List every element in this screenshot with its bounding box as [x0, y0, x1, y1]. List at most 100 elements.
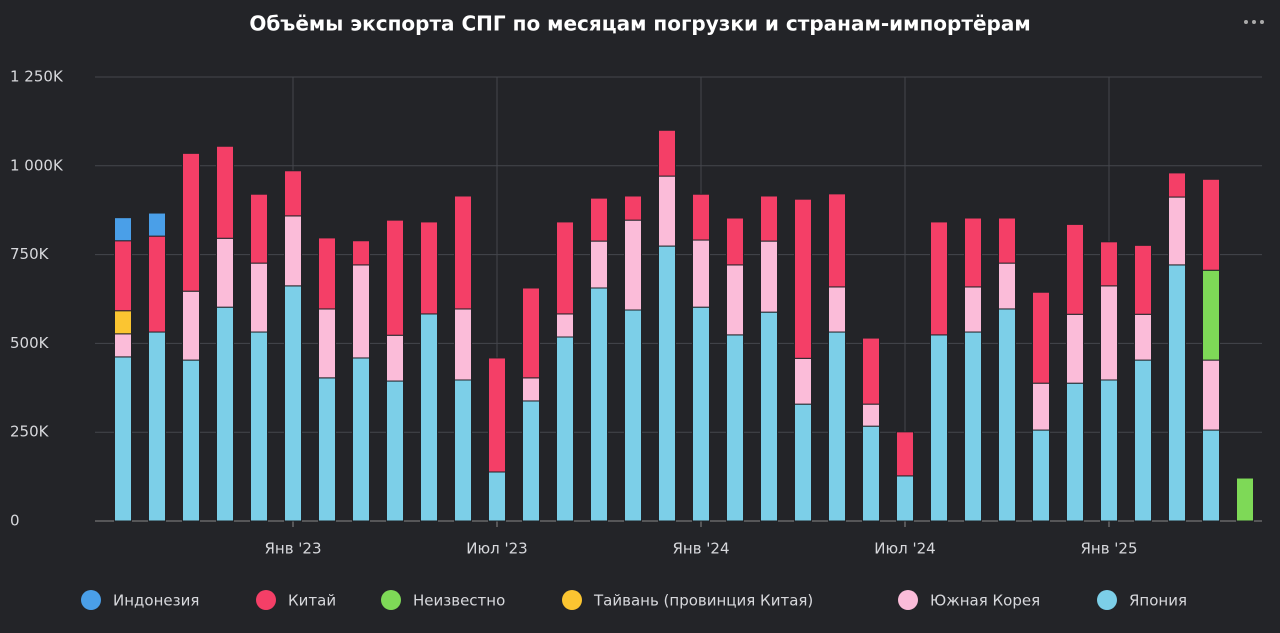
x-tick-label: Июл '24 — [874, 540, 935, 558]
bar-segment — [1066, 382, 1084, 522]
bar-segment — [658, 245, 676, 522]
bar-segment — [1236, 477, 1254, 522]
bar-segment — [1202, 429, 1220, 522]
bar-segment — [420, 221, 438, 315]
legend-swatch — [562, 590, 582, 610]
bar-segment — [624, 309, 642, 522]
bar-segment — [794, 357, 812, 405]
bar-segment — [488, 357, 506, 473]
bar-segment — [726, 264, 744, 336]
bar-segment — [318, 377, 336, 522]
bar-segment — [828, 193, 846, 288]
bar-segment — [998, 308, 1016, 522]
bar-segment — [386, 219, 404, 336]
bar-segment — [896, 475, 914, 522]
bar-segment — [590, 197, 608, 242]
bar-segment — [556, 336, 574, 522]
bar-segment — [114, 356, 132, 522]
bar-segment — [930, 221, 948, 336]
bar-segment — [692, 306, 710, 522]
bar-segment — [522, 377, 540, 402]
bar-segment — [318, 308, 336, 379]
bar-segment — [216, 145, 234, 239]
bar-segment — [964, 286, 982, 333]
bar-segment — [352, 357, 370, 522]
bar-segment — [386, 380, 404, 522]
bar-segment — [692, 193, 710, 241]
bar-segment — [726, 217, 744, 266]
bar-segment — [1032, 429, 1050, 522]
bar-segment — [760, 311, 778, 522]
bar-segment — [1032, 291, 1050, 384]
bar-segment — [114, 240, 132, 312]
bar-segment — [1134, 244, 1152, 315]
bar-segment — [624, 195, 642, 221]
bar-segment — [760, 195, 778, 242]
bar-segment — [1202, 269, 1220, 361]
legend-swatch — [81, 590, 101, 610]
bar-segment — [182, 152, 200, 292]
bar-segment — [250, 193, 268, 264]
bar-segment — [692, 239, 710, 308]
bar-segment — [794, 198, 812, 359]
bar-segment — [828, 331, 846, 522]
bar-segment — [148, 235, 166, 333]
y-tick-label: 0 — [10, 512, 20, 530]
bar-segment — [352, 264, 370, 359]
legend-label: Неизвестно — [413, 592, 505, 610]
chart-title: Объёмы экспорта СПГ по месяцам погрузки … — [249, 12, 1030, 36]
bar-segment — [930, 334, 948, 522]
bar-segment — [148, 212, 166, 237]
bar-segment — [216, 306, 234, 522]
bar-segment — [964, 217, 982, 288]
bar-segment — [1032, 382, 1050, 431]
bar-segment — [556, 313, 574, 338]
y-tick-label: 250K — [10, 423, 50, 441]
bar-segment — [522, 400, 540, 522]
y-tick-label: 750K — [10, 245, 50, 263]
bar-segment — [522, 287, 540, 379]
bar-segment — [454, 308, 472, 381]
legend-swatch — [381, 590, 401, 610]
legend-label: Япония — [1129, 592, 1187, 610]
bar-segment — [590, 240, 608, 289]
bar-segment — [556, 221, 574, 315]
bar-segment — [352, 240, 370, 266]
bar-segment — [182, 359, 200, 522]
bar-segment — [760, 240, 778, 313]
bar-segment — [148, 331, 166, 522]
legend-swatch — [898, 590, 918, 610]
legend-swatch — [1097, 590, 1117, 610]
bar-segment — [590, 287, 608, 522]
bar-segment — [1168, 172, 1186, 198]
bar-segment — [488, 471, 506, 522]
y-tick-label: 1 000K — [10, 156, 64, 174]
bar-segment — [284, 215, 302, 287]
bar-segment — [250, 331, 268, 522]
bar-segment — [1100, 285, 1118, 381]
bar-segment — [318, 237, 336, 310]
x-tick-label: Янв '25 — [1080, 540, 1137, 558]
menu-dot — [1260, 20, 1264, 24]
bar-segment — [794, 403, 812, 522]
bar-segment — [1134, 313, 1152, 361]
bar-segment — [1066, 313, 1084, 384]
bar-segment — [1168, 264, 1186, 522]
menu-dot — [1244, 20, 1248, 24]
legend-label: Тайвань (провинция Китая) — [593, 592, 813, 610]
bar-segment — [1066, 223, 1084, 315]
bar-segment — [1100, 241, 1118, 287]
bar-segment — [114, 310, 132, 335]
bar-segment — [862, 425, 880, 522]
bar-segment — [964, 331, 982, 522]
bar-segment — [454, 379, 472, 522]
bar-segment — [1202, 178, 1220, 271]
menu-button[interactable] — [1244, 20, 1264, 24]
bar-segment — [862, 337, 880, 405]
bar-segment — [420, 313, 438, 522]
bar-segment — [1168, 196, 1186, 266]
bar-segment — [658, 129, 676, 177]
bar-segment — [998, 217, 1016, 264]
legend-label: Южная Корея — [930, 592, 1040, 610]
